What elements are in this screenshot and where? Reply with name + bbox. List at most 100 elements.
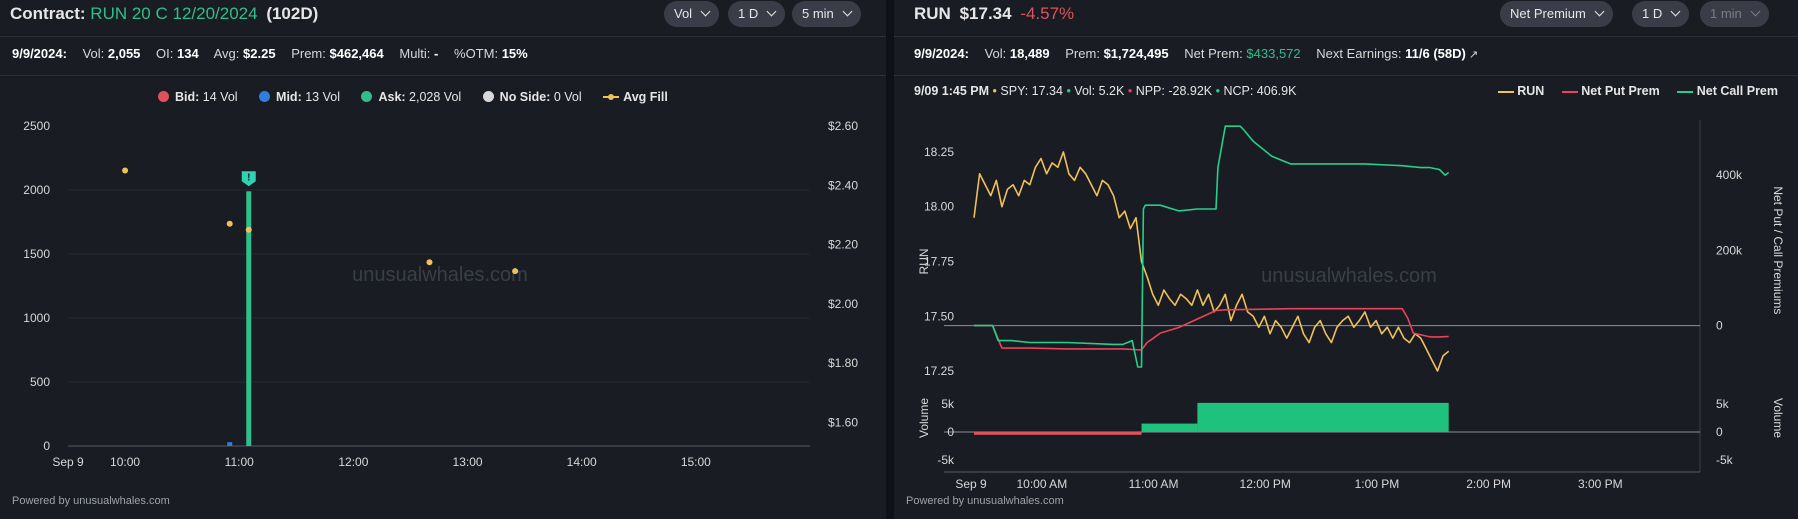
contract-panel: Contract: RUN 20 C 12/20/2024 (102D) Vol… <box>0 0 886 519</box>
stat-label: Net Prem: <box>1184 46 1243 61</box>
x-tick-label: 12:00 PM <box>1240 477 1291 491</box>
stat-label: Vol: <box>82 46 105 61</box>
y2-tick-label: $2.20 <box>828 238 858 252</box>
metric-dropdown-label: Vol <box>674 6 693 21</box>
volume-tick-label: -5k <box>937 453 955 467</box>
stat-label: Prem: <box>1065 46 1100 61</box>
series-line-run <box>973 151 1450 372</box>
avg-fill-point <box>426 259 433 266</box>
ticker-stats: 9/9/2024: Vol: 18,489 Prem: $1,724,495 N… <box>914 46 1478 61</box>
x-tick-label: 10:00 AM <box>1016 477 1067 491</box>
legend-item-no-side[interactable]: No Side: 0 Vol <box>482 90 582 104</box>
volume-tick-label: 5k <box>941 397 955 411</box>
y2-tick-label: 200k <box>1716 243 1743 257</box>
y-tick-label: 500 <box>30 375 50 389</box>
x-tick-label: Sep 9 <box>52 455 84 469</box>
stat-label: Vol: <box>984 46 1007 61</box>
y-tick-label: 18.25 <box>924 145 954 159</box>
legend-name: Avg Fill <box>623 90 668 104</box>
range-dropdown[interactable]: 1 D <box>1632 1 1690 27</box>
y2-tick-label: 400k <box>1716 168 1743 182</box>
watermark: unusualwhales.com <box>1261 265 1437 287</box>
y-tick-label: 1500 <box>23 247 50 261</box>
range-dropdown-label: 1 D <box>738 6 759 21</box>
x-tick-label: 14:00 <box>567 455 597 469</box>
volume-chart[interactable]: 0 500 1000 1500 2000 2500 $1.60 $1.80 $2.00 $2.20… <box>0 110 886 490</box>
contract-symbol[interactable]: RUN 20 C 12/20/2024 <box>90 4 258 23</box>
avg-fill-point <box>512 268 519 275</box>
legend-item-avg-fill[interactable]: Avg Fill <box>603 90 668 104</box>
legend-name: Ask: <box>378 90 406 104</box>
bar-mid <box>227 442 233 446</box>
chevron-down-icon <box>1670 6 1681 17</box>
legend-item-mid[interactable]: Mid: 13 Vol <box>259 90 340 104</box>
y-tick-label: 17.25 <box>924 364 954 378</box>
tooltip-time: 9/09 1:45 PM <box>914 84 990 98</box>
bar-ask <box>246 191 252 446</box>
stat-label: Prem: <box>291 46 326 61</box>
stat-earnings[interactable]: 11/6 (58D) <box>1405 46 1466 61</box>
chevron-down-icon <box>700 6 711 17</box>
volume-tick-label-right: -5k <box>1716 453 1734 467</box>
volume-axis-title-right: Volume <box>1771 398 1785 438</box>
series-dropdown[interactable]: Net Premium <box>1500 1 1613 27</box>
interval-dropdown[interactable]: 5 min <box>792 1 861 27</box>
volume-tick-label-right: 5k <box>1716 397 1730 411</box>
line-swatch-icon <box>1561 91 1578 93</box>
interval-dropdown[interactable]: 1 min <box>1700 1 1769 27</box>
volume-axis-title: Volume <box>917 398 931 438</box>
legend-value: 2,028 Vol <box>409 90 462 104</box>
metric-dropdown[interactable]: Vol <box>664 1 720 27</box>
stat-otm: 15% <box>501 46 528 61</box>
ticker-title: RUN $17.34 -4.57% <box>914 4 1074 24</box>
chart-legend: Bid: 14 Vol Mid: 13 Vol Ask: 2,028 Vol N… <box>158 90 668 104</box>
avg-fill-point <box>245 226 252 233</box>
y-tick-label: 17.50 <box>924 309 954 323</box>
stat-vol: 2,055 <box>107 46 141 61</box>
x-tick-label: 2:00 PM <box>1466 477 1511 491</box>
y-tick-label: 1000 <box>23 311 50 325</box>
bullet-icon: • <box>992 84 1001 98</box>
y-tick-label: 18.00 <box>924 200 954 214</box>
volume-tick-label-right: 0 <box>1716 425 1723 439</box>
line-swatch-icon <box>1677 91 1694 93</box>
y2-tick-label: $2.40 <box>828 178 858 192</box>
x-tick-label: Sep 9 <box>955 477 987 491</box>
legend-item-net-put-prem[interactable]: Net Put Prem <box>1561 84 1660 98</box>
contract-days: (102D) <box>266 4 319 23</box>
y-tick-label: 0 <box>43 439 50 453</box>
volume-tick-label: 0 <box>947 425 954 439</box>
range-dropdown[interactable]: 1 D <box>728 1 786 27</box>
series-line-net-put-prem <box>974 307 1449 351</box>
tooltip-npp: NPP: -28.92K <box>1135 84 1213 98</box>
chevron-down-icon <box>842 6 853 17</box>
legend-item-ask[interactable]: Ask: 2,028 Vol <box>361 90 461 104</box>
stat-avg: $2.25 <box>243 46 276 61</box>
powered-by[interactable]: Powered by unusualwhales.com <box>12 495 170 507</box>
ticker-header: RUN $17.34 -4.57% Net Premium 1 D 1 min <box>894 0 1798 30</box>
divider <box>894 75 1798 76</box>
y-tick-label: 2500 <box>23 119 50 133</box>
stat-multi: - <box>434 46 439 61</box>
bullet-icon: • <box>1215 84 1224 98</box>
powered-by[interactable]: Powered by unusualwhales.com <box>906 495 1064 507</box>
range-dropdown-label: 1 D <box>1642 6 1663 21</box>
stat-vol: 18,489 <box>1009 46 1050 61</box>
legend-item-bid[interactable]: Bid: 14 Vol <box>158 90 238 104</box>
ticker-symbol[interactable]: RUN <box>914 4 951 23</box>
premium-chart[interactable]: 17.25 17.50 17.75 18.00 18.25 0 200k 400k 5k 5k 0 0… <box>894 100 1798 500</box>
x-tick-label: 3:00 PM <box>1578 477 1623 491</box>
interval-dropdown-label: 5 min <box>802 6 834 21</box>
x-tick-label: 11:00 <box>225 455 254 469</box>
stat-prem: $1,724,495 <box>1103 46 1169 61</box>
legend-item-run[interactable]: RUN <box>1497 84 1544 98</box>
y2-tick-label: $2.00 <box>828 297 858 311</box>
stat-label: %OTM: <box>454 46 499 61</box>
x-tick-label: 11:00 AM <box>1129 477 1179 491</box>
legend-name: Mid: <box>276 90 302 104</box>
external-link-icon[interactable]: ↗ <box>1468 49 1479 61</box>
contract-header: Contract: RUN 20 C 12/20/2024 (102D) Vol… <box>0 0 886 30</box>
tooltip-spy: SPY: 17.34 <box>1000 84 1063 98</box>
legend-item-net-call-prem[interactable]: Net Call Prem <box>1677 84 1778 98</box>
divider <box>0 36 886 37</box>
